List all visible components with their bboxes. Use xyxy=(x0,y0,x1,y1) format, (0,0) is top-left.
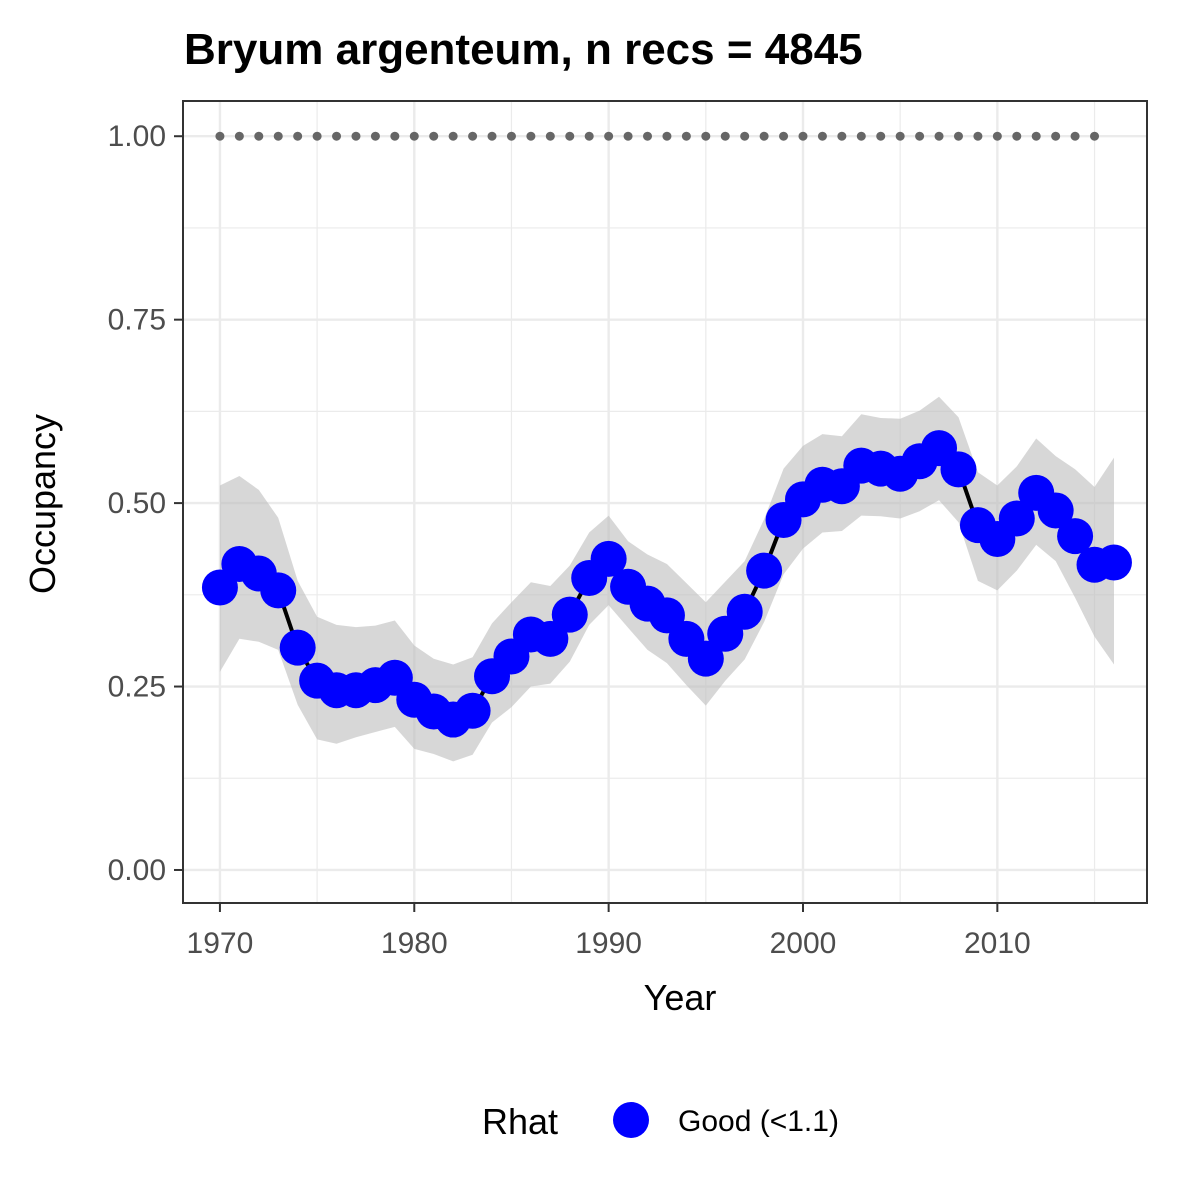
chart-title: Bryum argenteum, n recs = 4845 xyxy=(184,25,863,74)
reference-point xyxy=(681,131,691,141)
reference-point xyxy=(234,131,244,141)
data-point xyxy=(1095,544,1132,581)
reference-point xyxy=(1070,131,1080,141)
data-point xyxy=(279,629,316,666)
reference-point xyxy=(934,131,944,141)
data-point xyxy=(998,500,1035,537)
reference-point xyxy=(215,131,225,141)
legend-label-good: Good (<1.1) xyxy=(678,1105,839,1138)
data-point xyxy=(1037,492,1074,529)
y-tick-label: 1.00 xyxy=(108,120,166,153)
data-point xyxy=(532,620,569,657)
reference-point xyxy=(487,131,497,141)
reference-point xyxy=(370,131,380,141)
data-point xyxy=(590,540,627,577)
reference-point xyxy=(992,131,1002,141)
reference-point xyxy=(1090,131,1100,141)
legend-key-good xyxy=(613,1102,649,1138)
reference-point xyxy=(545,131,555,141)
reference-point xyxy=(526,131,536,141)
reference-point xyxy=(468,131,478,141)
reference-point xyxy=(1051,131,1061,141)
x-tick-label: 2010 xyxy=(964,927,1031,960)
y-tick-label: 0.50 xyxy=(108,487,166,520)
legend: Rhat Good (<1.1) xyxy=(482,1101,839,1142)
reference-point xyxy=(565,131,575,141)
y-axis-title: Occupancy xyxy=(22,414,63,594)
reference-point xyxy=(740,131,750,141)
reference-point xyxy=(817,131,827,141)
reference-line xyxy=(215,131,1100,141)
reference-point xyxy=(643,131,653,141)
reference-point xyxy=(604,131,614,141)
x-tick-label: 1970 xyxy=(187,927,254,960)
reference-point xyxy=(895,131,905,141)
x-tick-label: 2000 xyxy=(770,927,837,960)
reference-point xyxy=(973,131,983,141)
reference-point xyxy=(312,131,322,141)
reference-point xyxy=(662,131,672,141)
x-tick-label: 1990 xyxy=(575,927,642,960)
axes: 0.00 0.25 0.50 0.75 1.00 1970 1980 1990 2000 2010 xyxy=(108,120,1031,960)
x-axis-title: Year xyxy=(644,977,717,1018)
reference-point xyxy=(623,131,633,141)
reference-point xyxy=(701,131,711,141)
reference-point xyxy=(409,131,419,141)
data-point xyxy=(1057,518,1094,555)
reference-point xyxy=(1012,131,1022,141)
reference-point xyxy=(779,131,789,141)
reference-point xyxy=(293,131,303,141)
occupancy-points xyxy=(201,430,1132,738)
reference-point xyxy=(915,131,925,141)
y-tick-label: 0.25 xyxy=(108,671,166,704)
reference-point xyxy=(254,131,264,141)
panel-border xyxy=(182,100,1148,904)
legend-title: Rhat xyxy=(482,1101,558,1142)
reference-point xyxy=(759,131,769,141)
data-point xyxy=(940,451,977,488)
data-point xyxy=(260,572,297,609)
reference-point xyxy=(856,131,866,141)
reference-point xyxy=(332,131,342,141)
reference-point xyxy=(429,131,439,141)
y-tick-label: 0.75 xyxy=(108,304,166,337)
reference-point xyxy=(448,131,458,141)
reference-point xyxy=(953,131,963,141)
reference-point xyxy=(876,131,886,141)
data-point xyxy=(687,640,724,677)
reference-point xyxy=(506,131,516,141)
data-point xyxy=(454,692,491,729)
reference-point xyxy=(837,131,847,141)
reference-point xyxy=(351,131,361,141)
reference-point xyxy=(390,131,400,141)
data-point xyxy=(746,552,783,589)
y-tick-label: 0.00 xyxy=(108,854,166,887)
data-point xyxy=(726,593,763,630)
data-point xyxy=(551,596,588,633)
reference-point xyxy=(584,131,594,141)
reference-point xyxy=(1031,131,1041,141)
x-tick-label: 1980 xyxy=(381,927,448,960)
reference-point xyxy=(720,131,730,141)
reference-point xyxy=(273,131,283,141)
reference-point xyxy=(798,131,808,141)
